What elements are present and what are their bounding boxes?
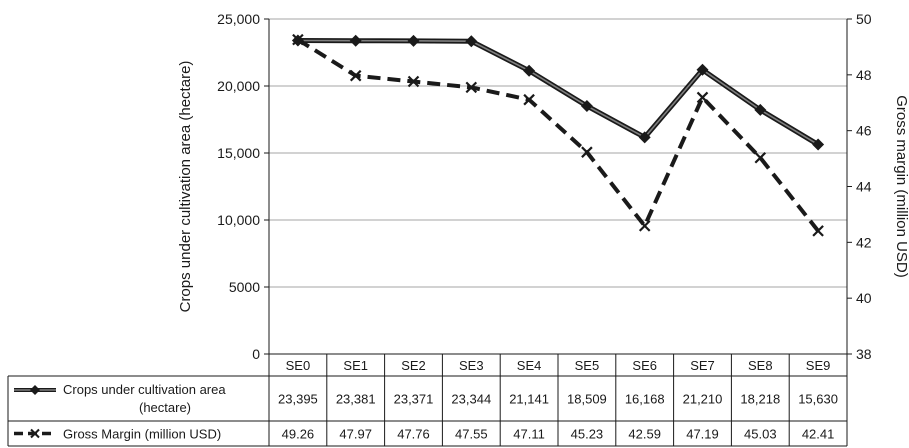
category-label: SE8: [748, 358, 773, 373]
table-value-cell: 15,630: [798, 392, 838, 407]
data-point-crops: [349, 34, 362, 47]
data-point-gross-margin: [754, 151, 767, 164]
marker-x-stroke: [638, 220, 651, 232]
table-value-cell: 18,509: [567, 392, 607, 407]
data-point-crops: [638, 131, 651, 144]
y2-tick-label: 42: [856, 234, 872, 250]
y2-tick-label: 44: [856, 179, 872, 195]
table-value-cell: 42.59: [628, 427, 661, 442]
data-point-gross-margin: [465, 81, 478, 94]
y2-tick-label: 48: [856, 67, 872, 83]
marker-x-stroke: [581, 146, 593, 158]
table-value-cell: 47.55: [455, 427, 488, 442]
marker-x-stroke: [465, 81, 478, 94]
y2-tick-label: 38: [856, 346, 872, 362]
table-value-cell: 23,381: [336, 392, 376, 407]
data-point-crops: [407, 34, 420, 47]
data-point-crops: [754, 103, 767, 116]
data-point-crops: [696, 63, 709, 76]
y2-tick-label: 40: [856, 290, 872, 306]
table-value-cell: 45.23: [571, 427, 604, 442]
marker-x-stroke: [812, 225, 824, 237]
data-point-gross-margin: [523, 93, 535, 106]
category-label: SE5: [575, 358, 600, 373]
series-line-crops: [297, 39, 819, 146]
data-point-gross-margin: [638, 220, 651, 232]
marker-x-stroke: [696, 91, 709, 104]
data-point-crops: [523, 64, 536, 77]
data-point-gross-margin: [407, 75, 420, 88]
series-line-gross-margin: [296, 37, 820, 233]
data-point-gross-margin: [696, 91, 709, 104]
data-point-gross-margin: [292, 33, 304, 46]
marker-x-stroke: [407, 75, 420, 88]
table-value-cell: 47.97: [339, 427, 372, 442]
y2-axis-title: Gross margin (million USD): [893, 95, 909, 278]
table-value-cell: 23,344: [451, 392, 491, 407]
series-lines: [296, 37, 820, 233]
category-label: SE9: [806, 358, 831, 373]
y-tick-label: 5000: [229, 279, 260, 295]
marker-x-stroke: [523, 93, 535, 106]
y2-tick-label: 46: [856, 123, 872, 139]
axes: [268, 19, 848, 354]
y-tick-label: 25,000: [217, 11, 260, 27]
y-tick-label: 0: [252, 346, 260, 362]
table-value-cell: 47.19: [686, 427, 719, 442]
category-label: SE2: [401, 358, 426, 373]
category-label: SE3: [459, 358, 484, 373]
legend-marker-diamond: [30, 385, 40, 395]
table-value-cell: 23,371: [394, 392, 434, 407]
data-point-gross-margin: [349, 69, 362, 82]
legend-key-gross-margin: [14, 428, 56, 439]
table-value-cell: 47.76: [397, 427, 430, 442]
data-point-gross-margin: [812, 225, 824, 237]
series-markers: [291, 33, 825, 237]
table-value-cell: 23,395: [278, 392, 318, 407]
table-value-cell: 16,168: [625, 392, 665, 407]
y-tick-label: 10,000: [217, 212, 260, 228]
gridlines: [269, 18, 847, 288]
y2-tick-label: 50: [856, 11, 872, 27]
legend-key-crops: [14, 385, 56, 395]
marker-x-stroke: [292, 33, 304, 46]
data-point-crops: [812, 138, 825, 151]
legend-label-crops-unit: (hectare): [139, 400, 191, 415]
y-tick-label: 20,000: [217, 78, 260, 94]
table-value-cell: 45.03: [744, 427, 777, 442]
table-value-cell: 47.11: [513, 427, 545, 442]
category-label: SE7: [690, 358, 715, 373]
category-label: SE4: [517, 358, 542, 373]
data-point-gross-margin: [581, 146, 593, 158]
legend-label-crops: Crops under cultivation area: [63, 382, 226, 397]
table-value-cell: 21,210: [683, 392, 723, 407]
data-table: SE0 SE1 SE2 SE3 SE4 SE5 SE6 SE7 SE8 SE9 Crops unde…: [7, 353, 848, 447]
category-label: SE0: [286, 358, 311, 373]
category-label: SE6: [632, 358, 657, 373]
left-axis-ticks: 0 5000 10,000 15,000 20,000 25,000: [217, 11, 269, 362]
category-label: SE1: [343, 358, 368, 373]
legend-label-gross-margin: Gross Margin (million USD): [63, 427, 221, 442]
marker-x-stroke: [349, 69, 362, 82]
table-value-cell: 21,141: [509, 392, 549, 407]
legend-marker-x: [30, 428, 40, 439]
table-value-cell: 49.26: [282, 427, 315, 442]
data-point-crops: [465, 35, 478, 48]
table-value-cell: 42.41: [802, 427, 835, 442]
series-line-crops-outer: [297, 38, 820, 147]
y-axis-title: Crops under cultivation area (hectare): [177, 61, 194, 313]
table-value-cell: 18,218: [740, 392, 780, 407]
right-axis-ticks: 38 40 42 44 46 48 50: [847, 11, 872, 362]
y-tick-label: 15,000: [217, 145, 260, 161]
marker-x-stroke: [754, 151, 767, 164]
data-point-crops: [580, 99, 593, 112]
